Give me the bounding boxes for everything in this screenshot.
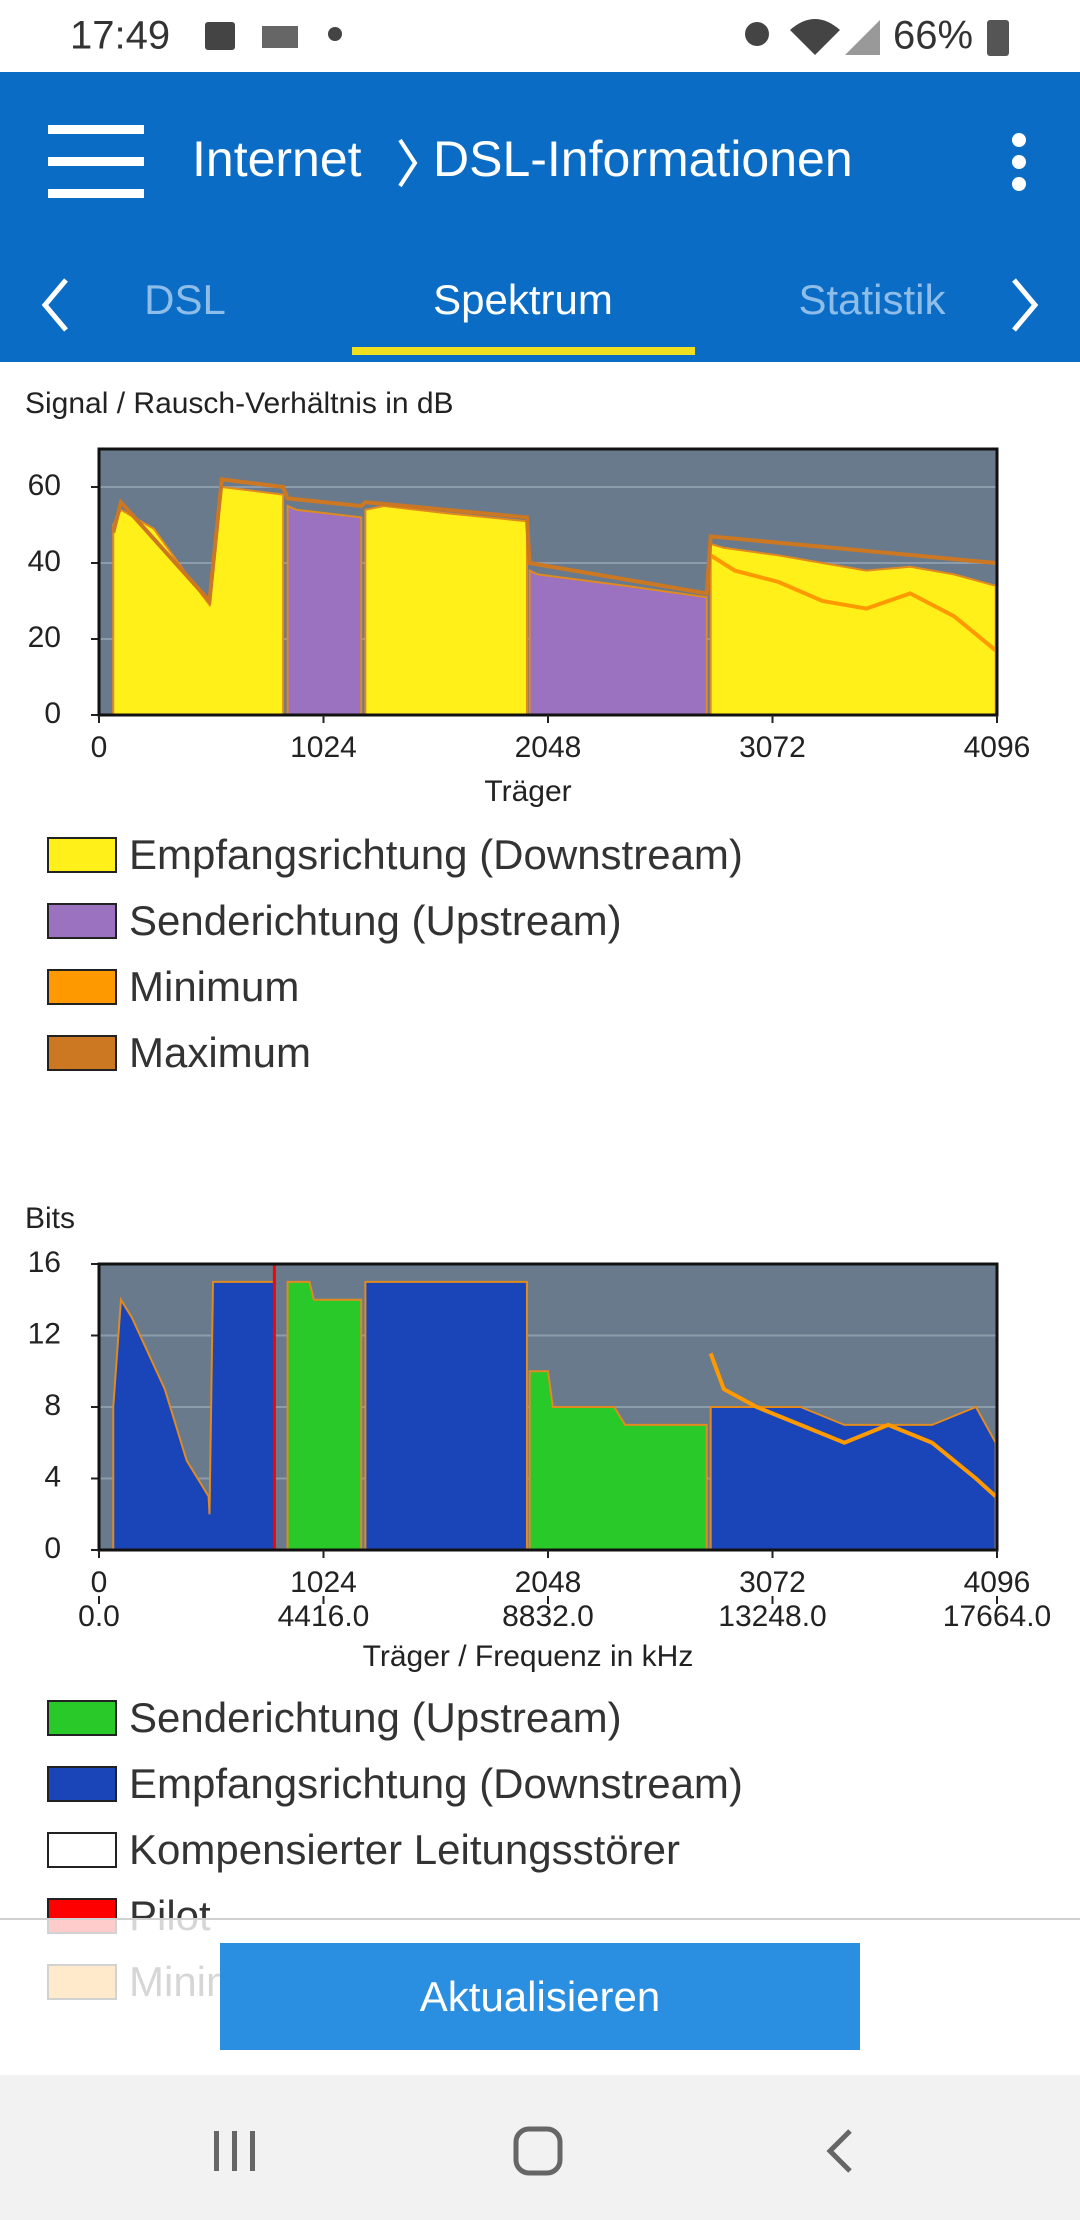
x-tick-label: 2048 xyxy=(515,1566,582,1599)
legend-entry: Maximum xyxy=(47,1023,797,1083)
y-tick-label: 20 xyxy=(28,621,61,654)
breadcrumb-section[interactable]: Internet xyxy=(192,131,362,187)
battery-icon xyxy=(987,20,1009,56)
x-tick-label: 0 xyxy=(91,1566,108,1599)
tab[interactable]: Statistik xyxy=(798,276,946,323)
x-tick-label: 4096 xyxy=(964,1566,1031,1599)
x-tick-label: 4096 xyxy=(964,731,1031,764)
y-tick-label: 16 xyxy=(28,1246,61,1279)
tab-prev[interactable] xyxy=(41,278,68,332)
y-tick-label: 0 xyxy=(44,1532,61,1565)
legend-entry: Senderichtung (Upstream) xyxy=(47,1688,797,1748)
overflow-menu[interactable] xyxy=(1012,133,1026,191)
amazon-icon xyxy=(262,26,298,48)
x2-tick-label: 0.0 xyxy=(78,1600,120,1633)
breadcrumb-page: DSL-Informationen xyxy=(433,131,853,187)
legend-swatch xyxy=(47,1035,117,1071)
chart-title: Signal / Rausch-Verhältnis in dB xyxy=(25,387,454,420)
back[interactable] xyxy=(826,2129,852,2173)
legend-swatch xyxy=(47,903,117,939)
x2-tick-label: 8832.0 xyxy=(502,1600,594,1633)
tab[interactable]: DSL xyxy=(144,276,226,323)
nav-icons xyxy=(214,2126,852,2176)
x2-tick-label: 4416.0 xyxy=(278,1600,370,1633)
y-tick-label: 12 xyxy=(28,1317,61,1350)
legend-label: Minimum xyxy=(129,963,300,1010)
x-tick-label: 1024 xyxy=(290,1566,357,1599)
legend: Empfangsrichtung (Downstream) Senderichtu… xyxy=(47,825,797,1089)
x-tick-label: 0 xyxy=(91,731,108,764)
legend-label: Maximum xyxy=(129,1029,312,1076)
x2-tick-label: 17664.0 xyxy=(943,1600,1051,1633)
line xyxy=(708,1352,998,1498)
legend-swatch xyxy=(47,1700,117,1736)
tab-indicator xyxy=(352,347,695,355)
x-axis-label: Träger xyxy=(484,775,571,808)
recent-apps[interactable] xyxy=(214,2131,255,2171)
menu-button[interactable] xyxy=(48,125,144,198)
legend-swatch xyxy=(47,969,117,1005)
app-bar xyxy=(0,72,1080,362)
breadcrumb-chevron xyxy=(398,138,418,188)
chart-title: Bits xyxy=(25,1202,75,1235)
legend-swatch xyxy=(47,837,117,873)
tab-active[interactable]: Spektrum xyxy=(433,276,613,323)
y-tick-label: 40 xyxy=(28,545,61,578)
legend-swatch xyxy=(47,1832,117,1868)
legend-entry: Empfangsrichtung (Downstream) xyxy=(47,1754,797,1814)
battery-text: 66% xyxy=(893,14,973,58)
x-tick-label: 3072 xyxy=(739,1566,806,1599)
signal-icon xyxy=(845,20,880,55)
legend-entry: Empfangsrichtung (Downstream) xyxy=(47,825,797,885)
y-tick-label: 60 xyxy=(28,469,61,502)
gallery-icon xyxy=(205,22,235,50)
legend-label: Empfangsrichtung (Downstream) xyxy=(129,831,743,878)
status-bar xyxy=(0,0,1080,72)
legend-label: Senderichtung (Upstream) xyxy=(129,897,622,944)
location-icon xyxy=(745,22,769,46)
legend-label: Senderichtung (Upstream) xyxy=(129,1694,622,1741)
legend-swatch xyxy=(47,1766,117,1802)
tab-next[interactable] xyxy=(1012,278,1039,332)
x-axis-label: Träger / Frequenz in kHz xyxy=(363,1640,694,1673)
hotspot-icon xyxy=(328,27,342,41)
nav-bar xyxy=(0,2075,1080,2220)
y-tick-label: 0 xyxy=(44,697,61,730)
x-tick-label: 3072 xyxy=(739,731,806,764)
legend-entry: Kompensierter Leitungsstörer xyxy=(47,1820,797,1880)
legend-entry: Minimum xyxy=(47,957,797,1017)
wifi-icon xyxy=(790,19,840,55)
legend-label: Empfangsrichtung (Downstream) xyxy=(129,1760,743,1807)
home[interactable] xyxy=(513,2126,563,2176)
line xyxy=(709,553,997,652)
x-tick-label: 1024 xyxy=(290,731,357,764)
legend-label: Kompensierter Leitungsstörer xyxy=(129,1826,680,1873)
line xyxy=(111,477,996,606)
legend-entry: Senderichtung (Upstream) xyxy=(47,891,797,951)
y-tick-label: 8 xyxy=(44,1389,61,1422)
app-canvas: 17:49 66% Internet DSL-Informationen DSL… xyxy=(0,0,1080,1673)
x-tick-label: 2048 xyxy=(515,731,582,764)
y-tick-label: 4 xyxy=(44,1460,61,1493)
x2-tick-label: 13248.0 xyxy=(718,1600,826,1633)
refresh-button[interactable]: Aktualisieren xyxy=(220,1943,860,2050)
clock: 17:49 xyxy=(70,14,170,58)
